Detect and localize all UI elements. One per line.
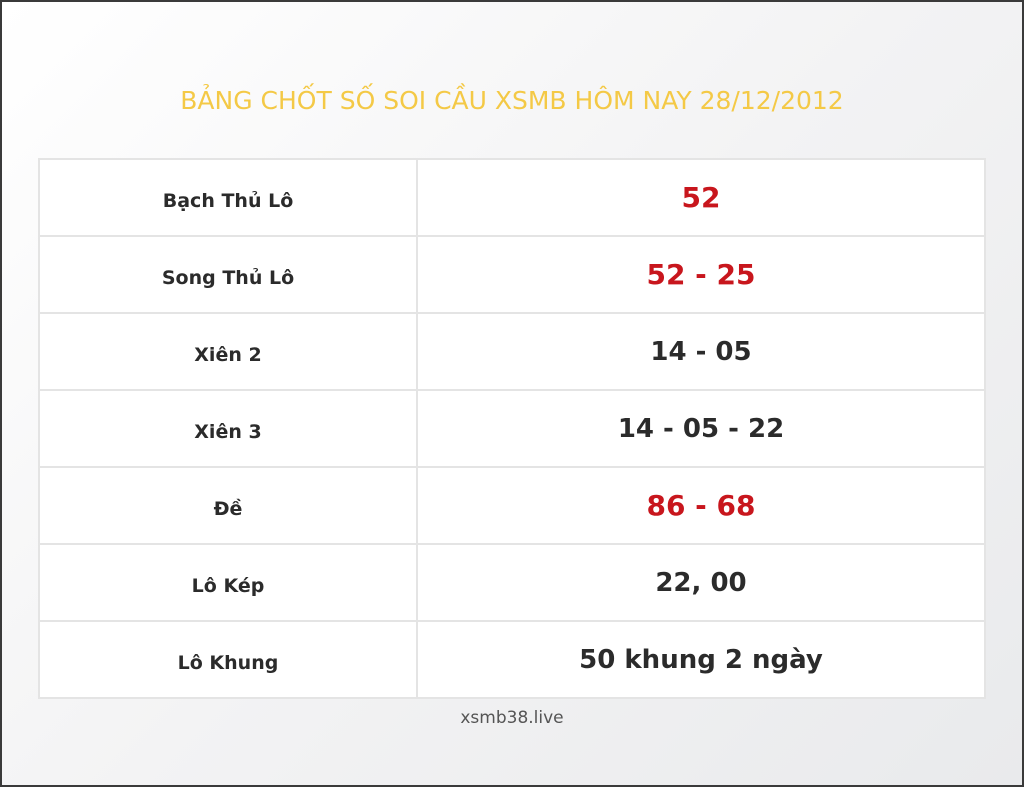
table-row: Lô Kép 22, 00 [38,543,986,622]
row-value: 14 - 05 [416,312,986,391]
row-value: 14 - 05 - 22 [416,389,986,468]
site-footer: xsmb38.live [460,708,564,728]
table-row: Đề 86 - 68 [38,466,986,545]
row-label: Lô Khung [38,620,418,699]
page-title: BẢNG CHỐT SỐ SOI CẦU XSMB HÔM NAY 28/12/… [180,86,844,115]
row-label: Song Thủ Lô [38,235,418,314]
row-label: Xiên 3 [38,389,418,468]
row-value: 50 khung 2 ngày [416,620,986,699]
table-row: Xiên 3 14 - 05 - 22 [38,389,986,468]
row-label: Xiên 2 [38,312,418,391]
table-row: Song Thủ Lô 52 - 25 [38,235,986,314]
row-value: 86 - 68 [416,466,986,545]
row-value: 52 [416,158,986,237]
row-value: 52 - 25 [416,235,986,314]
row-value: 22, 00 [416,543,986,622]
table-row: Lô Khung 50 khung 2 ngày [38,620,986,699]
row-label: Đề [38,466,418,545]
row-label: Bạch Thủ Lô [38,158,418,237]
table-row: Bạch Thủ Lô 52 [38,158,986,237]
table-row: Xiên 2 14 - 05 [38,312,986,391]
row-label: Lô Kép [38,543,418,622]
